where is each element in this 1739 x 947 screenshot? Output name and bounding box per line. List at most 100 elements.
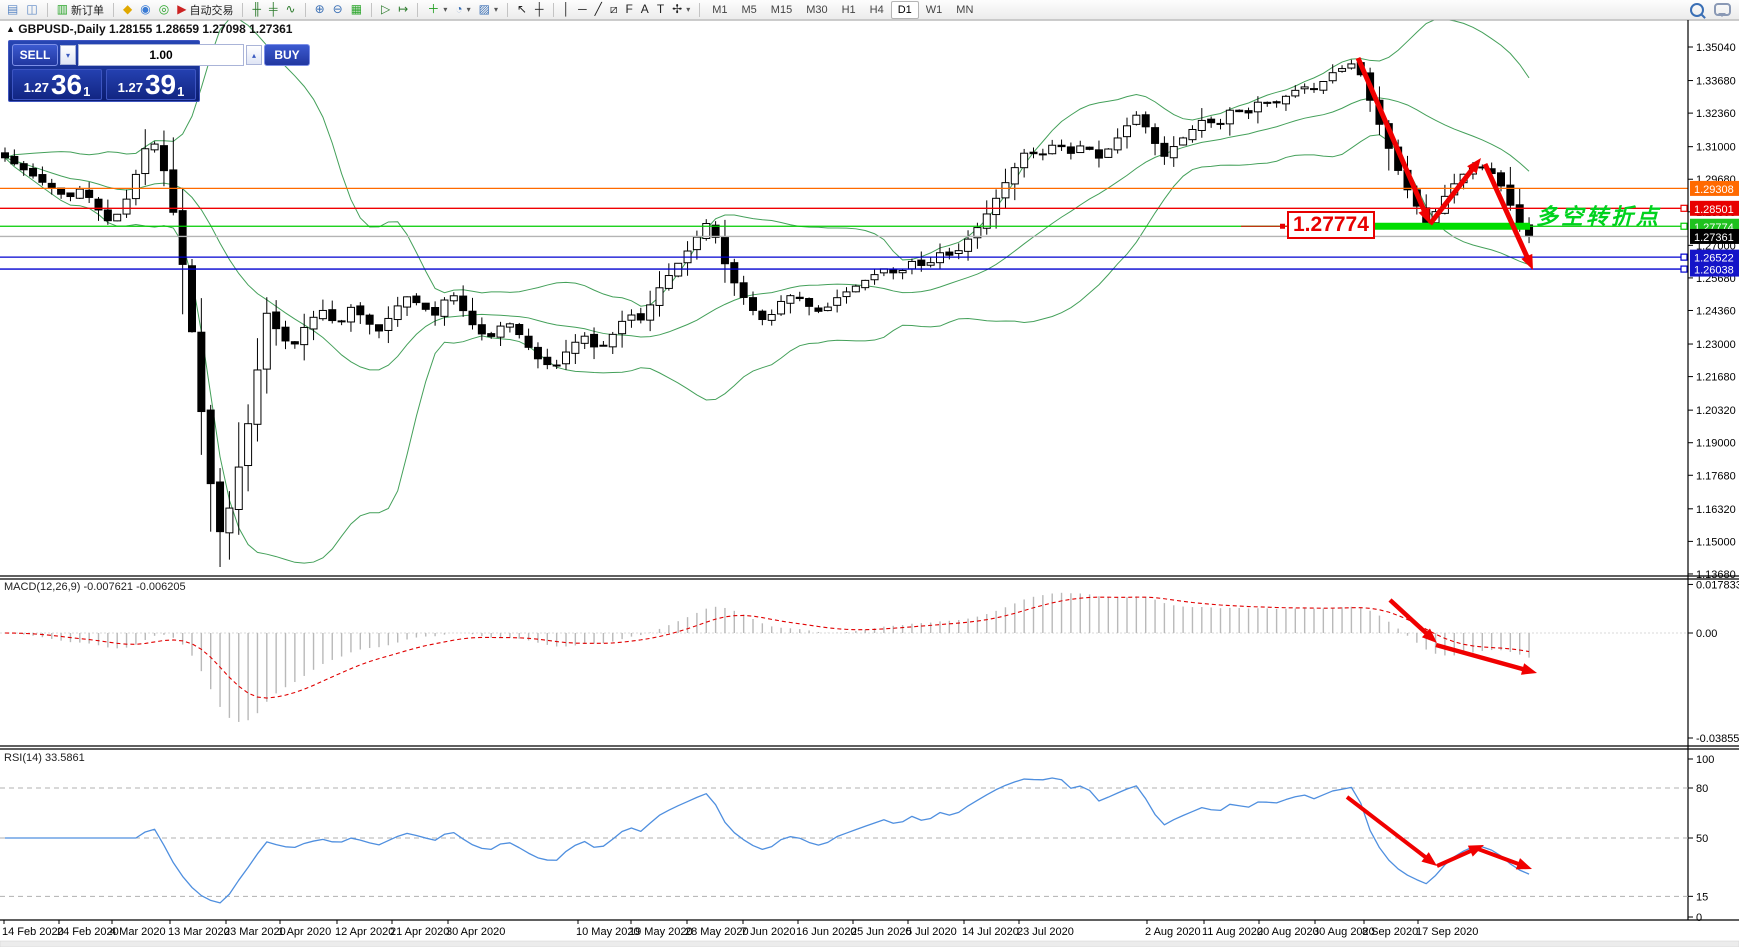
timeframe-m30-button[interactable]: M30 <box>806 3 828 16</box>
indicators-button[interactable]: ＋ ▾ <box>423 1 451 18</box>
toolbar: ▤ ◫ ▥ 新订单 ◆ ◉ ◎ ▶ 自动交易 ╫ ╪ ∿ ⊕ ⊖ ▦ ▷ ↦ ＋ ▾ ◔ ▾ ▨ ▾ ↖ ┼ │ ─ ╱ ⧄ F A T ✢ ▾ M… <box>0 0 1739 20</box>
history-center-icon: ◆ <box>123 2 133 16</box>
sell-price-sup: 1 <box>83 84 91 99</box>
periods-button[interactable]: ◔ ▾ <box>451 1 474 18</box>
price-callout-1-27774[interactable]: 1.27774 <box>1287 211 1375 239</box>
collapse-arrow-icon[interactable]: ▲ <box>6 24 15 34</box>
rsi-axis-tick: 0 <box>1696 912 1702 924</box>
buy-button[interactable]: BUY <box>264 44 310 66</box>
chart-background <box>0 20 1739 947</box>
toolbar-separator <box>242 2 244 17</box>
buy-price[interactable]: 1.27 39 1 <box>106 69 196 100</box>
turning-point-annotation[interactable]: 多空转折点 <box>1536 204 1662 229</box>
line-chart-button[interactable]: ∿ <box>282 1 300 18</box>
volume-input[interactable] <box>78 44 244 66</box>
price-tag-1.29308 <box>1690 180 1739 196</box>
arrows-dropdown-icon[interactable]: ▾ <box>686 5 691 14</box>
horizontal-line-button[interactable]: ─ <box>574 1 591 18</box>
signals-button[interactable]: ◎ <box>155 1 173 18</box>
toolbar-separator <box>46 2 48 17</box>
svg-text:1.28501: 1.28501 <box>1694 204 1734 216</box>
price-axis-tick: 1.33680 <box>1696 76 1736 88</box>
line-handle[interactable] <box>1680 253 1688 261</box>
price-trend-arrow-1[interactable] <box>1418 207 1430 224</box>
volume-decrease-button[interactable]: ▾ <box>60 45 76 65</box>
rsi-trend-arrow-3[interactable] <box>1515 858 1532 870</box>
price-trend-arrow-2[interactable] <box>1467 158 1481 174</box>
indicators-icon: ＋ <box>427 2 440 16</box>
indicators-dropdown-icon[interactable]: ▾ <box>443 5 448 14</box>
timeframe-m5-button[interactable]: M5 <box>741 3 757 16</box>
chart-window-button[interactable]: ▤ <box>3 1 22 18</box>
line-handle[interactable] <box>1680 222 1688 230</box>
zoom-in-button[interactable]: ⊕ <box>311 1 329 18</box>
rsi-panel[interactable] <box>0 777 1688 904</box>
timeframe-h1-button[interactable]: H1 <box>841 3 856 16</box>
periods-dropdown-icon[interactable]: ▾ <box>466 5 471 14</box>
bar-chart-button[interactable]: ╫ <box>248 1 265 18</box>
one-click-trading-panel: SELL ▾ ▴ BUY 1.27 36 1 1.27 39 1 <box>8 40 310 102</box>
new-order-button[interactable]: ▥ 新订单 <box>53 1 108 19</box>
macd-panel[interactable] <box>0 592 1688 722</box>
timeframe-h4-button[interactable]: H4 <box>869 3 884 16</box>
history-center-button[interactable]: ◆ <box>119 1 136 18</box>
auto-trading-button[interactable]: ▶ 自动交易 <box>173 1 237 19</box>
main-price-panel[interactable] <box>1 19 1534 568</box>
date-axis-label: 10 May 2020 <box>576 926 640 938</box>
templates-dropdown-icon[interactable]: ▾ <box>493 5 498 14</box>
vertical-line-button[interactable]: │ <box>559 1 575 18</box>
date-axis-label: 19 May 2020 <box>629 926 693 938</box>
macd-trend-arrow-1[interactable] <box>1421 628 1437 643</box>
date-axis-label: 14 Jul 2020 <box>962 926 1019 938</box>
profiles-button[interactable]: ◫ <box>22 1 41 18</box>
templates-button[interactable]: ▨ ▾ <box>475 1 502 18</box>
toolbar-separator <box>304 2 306 17</box>
volume-increase-button[interactable]: ▴ <box>246 45 262 65</box>
rsi-axis-tick: 80 <box>1696 783 1708 795</box>
timeframe-w1-button[interactable]: W1 <box>925 3 943 16</box>
sell-price[interactable]: 1.27 36 1 <box>12 69 102 100</box>
text-button[interactable]: A <box>637 1 653 18</box>
date-axis-label: 30 Apr 2020 <box>446 926 505 938</box>
equidistant-channel-button[interactable]: ⧄ <box>606 1 622 18</box>
tile-windows-button[interactable]: ▦ <box>347 1 366 18</box>
search-icon[interactable] <box>1690 2 1704 17</box>
chart-shift-button[interactable]: ↦ <box>394 1 412 18</box>
cursor-icon: ↖ <box>516 2 528 16</box>
fibonacci-button[interactable]: F <box>621 1 636 18</box>
rsi-trend-arrow-1[interactable] <box>1421 852 1437 866</box>
date-axis-label: 4 Mar 2020 <box>110 926 166 938</box>
zoom-out-button[interactable]: ⊖ <box>329 1 347 18</box>
mql5-community-button[interactable]: ◉ <box>136 1 154 18</box>
price-tag-1.26038 <box>1690 261 1739 277</box>
equidistant-channel-icon: ⧄ <box>609 2 618 16</box>
trendline-button[interactable]: ╱ <box>591 1 606 18</box>
crosshair-button[interactable]: ┼ <box>531 1 548 18</box>
date-axis-label: 7 Jun 2020 <box>741 926 795 938</box>
bollinger-lower-band <box>4 134 1530 564</box>
arrows-button[interactable]: ✢ ▾ <box>668 1 694 18</box>
timeframe-m15-button[interactable]: M15 <box>770 3 793 16</box>
sell-price-small: 1.27 <box>23 80 49 95</box>
price-axis-tick: 1.19000 <box>1696 438 1736 450</box>
timeframe-m1-button[interactable]: M1 <box>712 3 728 16</box>
timeframe-mn-button[interactable]: MN <box>956 3 974 16</box>
rsi-axis-tick: 50 <box>1696 833 1708 845</box>
auto-scroll-button[interactable]: ▷ <box>377 1 394 18</box>
buy-price-small: 1.27 <box>117 80 143 95</box>
status-strip <box>0 940 1739 947</box>
chat-icon[interactable] <box>1714 3 1731 17</box>
price-trend-arrow-3[interactable] <box>1521 253 1533 270</box>
text-label-button[interactable]: T <box>653 1 668 18</box>
line-handle[interactable] <box>1680 265 1688 273</box>
bollinger-upper-band <box>4 20 1530 307</box>
auto-scroll-icon: ▷ <box>381 2 391 16</box>
line-handle[interactable] <box>1680 204 1688 212</box>
cursor-button[interactable]: ↖ <box>513 1 531 18</box>
macd-trend-arrow-2[interactable] <box>1520 663 1537 675</box>
text-icon: A <box>640 2 649 16</box>
sell-button[interactable]: SELL <box>12 44 58 66</box>
candlestick-chart-button[interactable]: ╪ <box>265 1 282 18</box>
timeframe-d1-button[interactable]: D1 <box>890 0 919 19</box>
